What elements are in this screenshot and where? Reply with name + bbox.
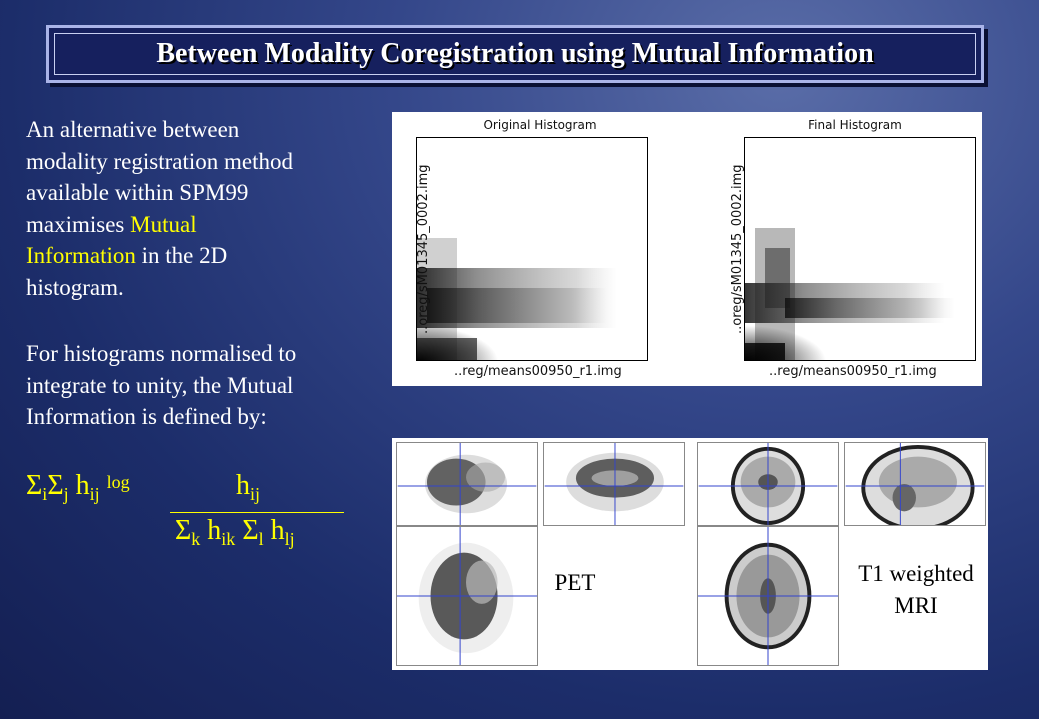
formula-sigma-j: Σ <box>47 470 64 501</box>
intro-line-5-text: in the 2D <box>135 243 228 268</box>
den-sub-k: k <box>191 529 201 549</box>
den-sub-l: l <box>258 529 264 549</box>
intro-line-4: maximises Mutual <box>26 209 376 241</box>
paragraph-intro: An alternative between modality registra… <box>26 114 376 303</box>
pet-sagittal-svg <box>397 443 537 525</box>
pet-label: PET <box>554 570 596 595</box>
original-histogram-ylabel: ..oreg/sM01345_0002.img <box>416 164 431 335</box>
pet-axial-image <box>396 526 538 666</box>
intro-line-5: Information in the 2D <box>26 240 376 272</box>
intro-line-1: An alternative between <box>26 117 240 142</box>
mri-sagittal-svg <box>845 443 985 525</box>
den-sigma-k: Σ <box>175 515 192 546</box>
intro-line-4-text: maximises <box>26 211 131 237</box>
final-histogram-image <box>745 228 975 360</box>
pet-axial-svg <box>397 527 537 665</box>
intro-line-2: modality registration method <box>26 148 294 174</box>
pet-coronal-svg <box>544 443 684 525</box>
definition-line-1: For histograms normalised to <box>26 341 297 366</box>
title-inner-border: Between Modality Coregistration using Mu… <box>54 33 976 75</box>
mri-sagittal-image <box>844 442 986 526</box>
final-histogram-ylabel: ..oreg/sM01345_0002.img <box>730 164 745 335</box>
formula-sub-j: j <box>63 484 69 504</box>
definition-line-3: Information is defined by: <box>26 404 267 429</box>
mri-coronal-image <box>697 442 839 526</box>
den-sub-lj: lj <box>284 529 295 549</box>
formula-sigma-i: Σ <box>26 470 43 501</box>
den-h-ik: h <box>207 515 222 546</box>
den-sigma-l: Σ <box>242 515 259 546</box>
formula-h: h <box>75 470 90 501</box>
brain-image-panel: PET T1 weighted MRI <box>392 438 988 670</box>
formula-numerator: hij <box>236 470 260 505</box>
original-histogram-title: Original Histogram <box>483 118 597 132</box>
formula-denominator: Σk hik Σl hlj <box>175 515 295 550</box>
original-histogram-xlabel: ..reg/means00950_r1.img <box>454 364 622 379</box>
original-histogram-plot <box>416 137 648 361</box>
final-histogram-plot <box>744 137 976 361</box>
slide-title: Between Modality Coregistration using Mu… <box>156 38 874 69</box>
pet-sagittal-image <box>396 442 538 526</box>
highlight-information: Information <box>26 243 136 268</box>
numerator-h: h <box>236 470 250 501</box>
fraction-line <box>170 512 344 513</box>
formula-sub-ij: ij <box>89 484 100 504</box>
final-histogram-xlabel: ..reg/means00950_r1.img <box>769 364 937 379</box>
intro-line-6: histogram. <box>26 274 124 300</box>
highlight-mutual: Mutual <box>130 211 197 237</box>
formula-left: ΣiΣj hij log <box>26 470 130 505</box>
intro-line-3: available within SPM99 <box>26 180 249 205</box>
numerator-sub: ij <box>250 484 261 504</box>
paragraph-definition: For histograms normalised to integrate t… <box>26 338 376 433</box>
original-histogram-image <box>417 238 647 360</box>
mri-coronal-svg <box>698 443 838 525</box>
mri-label-line2: MRI <box>894 593 938 618</box>
mri-axial-image <box>697 526 839 666</box>
formula-sub-i: i <box>42 484 48 504</box>
histogram-panel: Original Histogram Final Histogram <box>392 112 982 386</box>
formula-log: log <box>106 472 130 492</box>
den-sub-ik: ik <box>221 529 236 549</box>
mri-label-line1: T1 weighted <box>858 561 974 586</box>
mri-axial-svg <box>698 527 838 665</box>
definition-line-2: integrate to unity, the Mutual <box>26 372 294 398</box>
final-histogram-title: Final Histogram <box>808 118 902 132</box>
den-h-lj: h <box>270 515 285 546</box>
title-box: Between Modality Coregistration using Mu… <box>46 25 984 83</box>
pet-coronal-image <box>543 442 685 526</box>
